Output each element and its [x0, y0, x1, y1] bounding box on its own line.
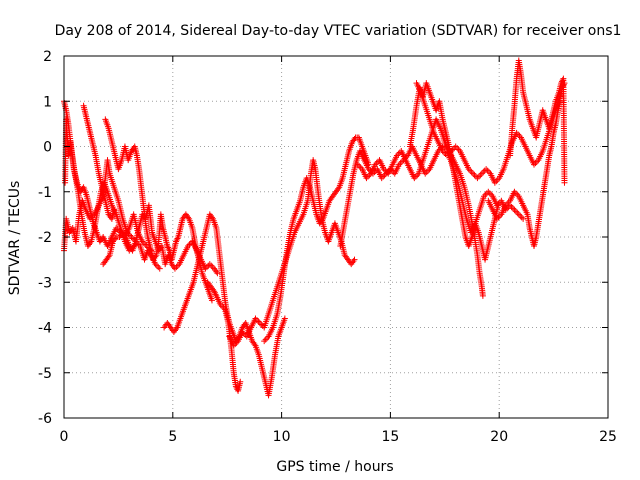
data-point: [155, 264, 162, 271]
y-axis-label: SDTVAR / TECUs: [7, 181, 23, 296]
chart-title: Day 208 of 2014, Sidereal Day-to-day VTE…: [55, 23, 622, 39]
data-point: [474, 175, 481, 182]
data-point: [477, 172, 484, 179]
data-point: [237, 378, 244, 385]
y-tick-label: -5: [38, 366, 52, 382]
data-point: [454, 145, 461, 152]
data-point: [470, 170, 477, 177]
data-point: [351, 256, 358, 263]
x-tick-labels: 0 5 10 15 20 25: [60, 429, 617, 445]
data-point: [483, 166, 490, 173]
x-tick-label: 10: [273, 429, 291, 445]
data-point: [214, 270, 221, 277]
data-point: [468, 169, 475, 176]
data-point: [475, 173, 482, 180]
y-tick-label: -4: [38, 321, 52, 337]
data-point: [208, 297, 215, 304]
x-tick-label: 25: [599, 429, 617, 445]
data-point: [478, 170, 485, 177]
data-point: [518, 214, 525, 221]
data-point: [495, 202, 502, 209]
data-point: [480, 169, 487, 176]
data-point: [486, 190, 493, 197]
y-tick-label: -6: [38, 411, 52, 427]
y-tick-label: 1: [43, 94, 52, 110]
x-tick-label: 5: [168, 429, 177, 445]
y-tick-label: 0: [43, 140, 52, 156]
data-point: [452, 143, 459, 150]
data-point: [517, 212, 524, 219]
x-tick-label: 15: [381, 429, 399, 445]
data-point: [514, 209, 521, 216]
data-marks: [61, 57, 568, 399]
data-point: [484, 167, 491, 174]
x-tick-label: 0: [60, 429, 69, 445]
data-point: [471, 172, 478, 179]
y-tick-label: -2: [38, 230, 52, 246]
data-point: [111, 206, 118, 213]
y-tick-label: -3: [38, 275, 52, 291]
data-point: [515, 211, 522, 218]
data-point: [520, 215, 527, 222]
data-point: [561, 179, 568, 186]
data-point: [208, 262, 215, 269]
data-point: [255, 318, 262, 325]
y-tick-labels: -6 -5 -4 -3 -2 -1 0 1 2: [38, 49, 52, 427]
data-point: [479, 292, 486, 299]
data-point: [156, 265, 163, 272]
data-point: [508, 203, 515, 210]
x-axis-label: GPS time / hours: [276, 459, 393, 475]
data-point: [206, 261, 213, 268]
data-point: [261, 338, 268, 345]
data-point: [281, 315, 288, 322]
ticks: [63, 55, 609, 419]
y-tick-label: 2: [43, 49, 52, 65]
data-point: [512, 208, 519, 215]
data-point: [485, 188, 492, 195]
x-tick-label: 20: [490, 429, 508, 445]
y-tick-label: -1: [38, 185, 52, 201]
data-point: [258, 321, 265, 328]
data-point: [511, 206, 518, 213]
data-point: [509, 205, 516, 212]
data-point: [262, 336, 269, 343]
